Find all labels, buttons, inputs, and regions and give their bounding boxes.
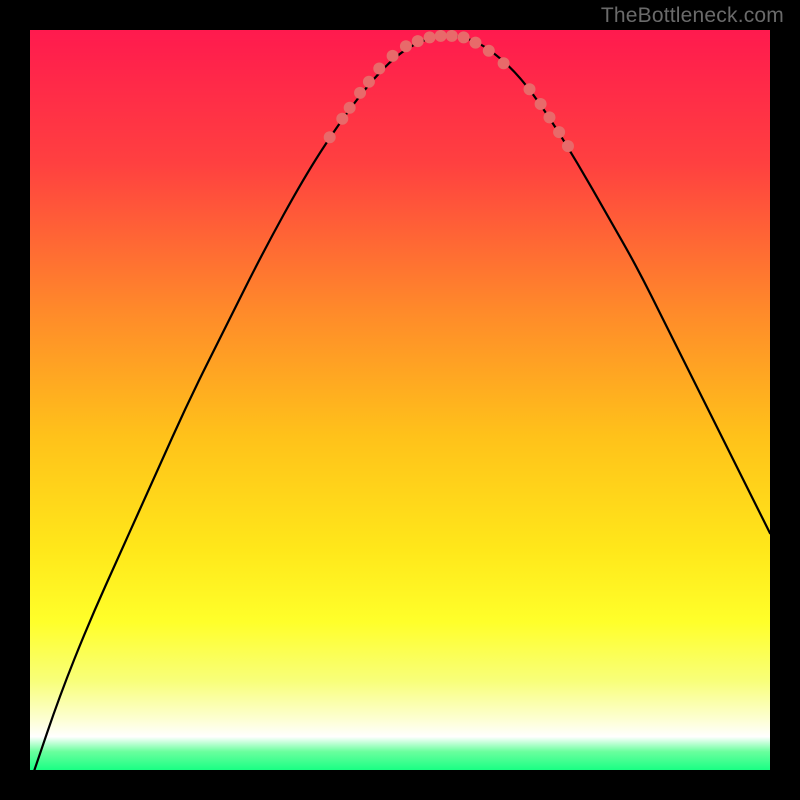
- data-marker: [543, 111, 555, 123]
- data-marker: [446, 30, 458, 42]
- data-marker: [344, 102, 356, 114]
- data-marker: [363, 76, 375, 88]
- marker-group: [324, 30, 574, 152]
- data-marker: [562, 140, 574, 152]
- data-marker: [336, 113, 348, 125]
- data-marker: [373, 62, 385, 74]
- curve-layer: [30, 30, 770, 770]
- data-marker: [469, 37, 481, 49]
- data-marker: [387, 50, 399, 62]
- data-marker: [498, 57, 510, 69]
- data-marker: [435, 30, 447, 42]
- plot-area: [30, 30, 770, 770]
- data-marker: [324, 131, 336, 143]
- data-marker: [412, 35, 424, 47]
- data-marker: [354, 87, 366, 99]
- data-marker: [458, 31, 470, 43]
- data-marker: [553, 126, 565, 138]
- bottleneck-curve: [34, 36, 770, 770]
- watermark-text: TheBottleneck.com: [601, 4, 784, 28]
- data-marker: [483, 45, 495, 57]
- data-marker: [400, 40, 412, 52]
- data-marker: [535, 98, 547, 110]
- data-marker: [424, 31, 436, 43]
- data-marker: [524, 83, 536, 95]
